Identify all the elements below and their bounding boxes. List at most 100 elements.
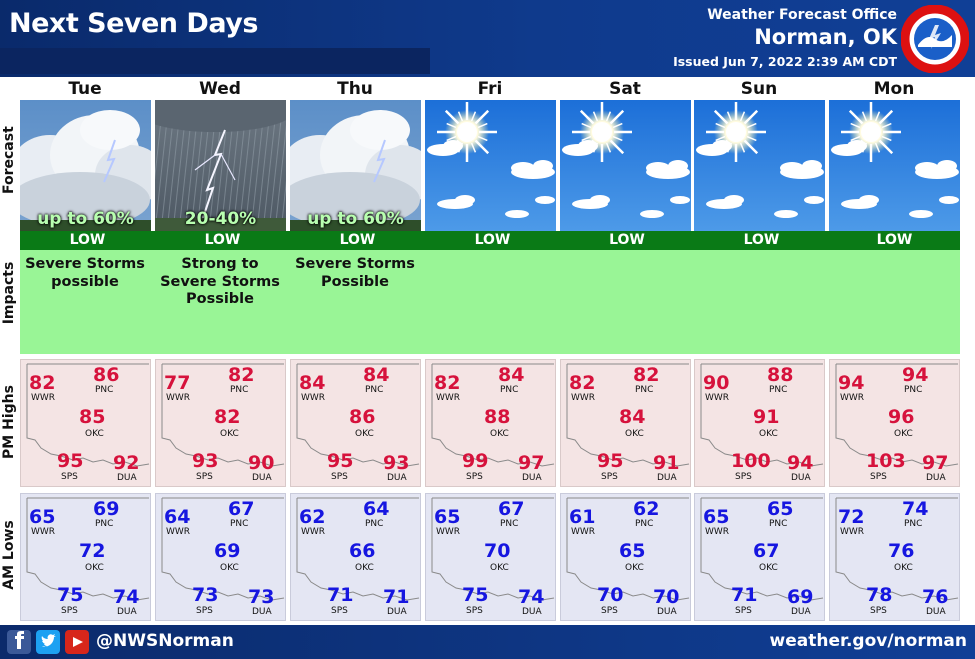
station-label-wwr: WWR bbox=[436, 393, 461, 403]
highs-map-sat: 82 WWR 82 PNC 84 OKC 95 SPS 91 DUA bbox=[560, 359, 691, 487]
station-label-wwr: WWR bbox=[166, 527, 191, 537]
temp-dua: 91 bbox=[653, 452, 680, 474]
station-label-okc: OKC bbox=[894, 429, 913, 439]
impact-area bbox=[20, 250, 960, 354]
station-label-dua: DUA bbox=[791, 473, 811, 483]
temp-sps: 100 bbox=[731, 450, 771, 472]
row-label-impacts: Impacts bbox=[1, 261, 17, 325]
sunny-icon bbox=[425, 100, 556, 231]
station-label-okc: OKC bbox=[759, 563, 778, 573]
station-label-wwr: WWR bbox=[840, 393, 865, 403]
station-label-pnc: PNC bbox=[500, 385, 519, 395]
temp-okc: 96 bbox=[888, 406, 915, 428]
temp-sps: 103 bbox=[866, 450, 906, 472]
temp-pnc: 82 bbox=[228, 364, 255, 386]
temp-pnc: 88 bbox=[767, 364, 794, 386]
youtube-icon[interactable] bbox=[65, 630, 89, 654]
website-link[interactable]: weather.gov/norman bbox=[769, 631, 967, 651]
temp-sps: 93 bbox=[192, 450, 219, 472]
station-label-sps: SPS bbox=[870, 472, 887, 482]
precip-chance: up to 60% bbox=[37, 209, 134, 229]
day-label-mon: Mon bbox=[873, 79, 915, 99]
station-label-okc: OKC bbox=[355, 429, 374, 439]
station-label-sps: SPS bbox=[196, 472, 213, 482]
temp-sps: 73 bbox=[192, 584, 219, 606]
lows-map-thu: 62 WWR 64 PNC 66 OKC 71 SPS 71 DUA bbox=[290, 493, 421, 621]
highs-map-wed: 77 WWR 82 PNC 82 OKC 93 SPS 90 DUA bbox=[155, 359, 286, 487]
temp-okc: 91 bbox=[753, 406, 780, 428]
footer-banner: @NWSNorman weather.gov/norman bbox=[0, 625, 975, 659]
temp-dua: 70 bbox=[653, 586, 680, 608]
temp-dua: 76 bbox=[922, 586, 949, 608]
station-label-okc: OKC bbox=[85, 563, 104, 573]
office-city: Norman, OK bbox=[754, 25, 897, 49]
temp-okc: 67 bbox=[753, 540, 780, 562]
twitter-handle[interactable]: @NWSNorman bbox=[96, 631, 234, 651]
temp-wwr: 77 bbox=[164, 372, 191, 394]
temp-dua: 74 bbox=[518, 586, 545, 608]
issued-time: Issued Jun 7, 2022 2:39 AM CDT bbox=[673, 54, 897, 69]
facebook-icon[interactable] bbox=[7, 630, 31, 654]
station-label-sps: SPS bbox=[601, 606, 618, 616]
temp-okc: 84 bbox=[619, 406, 646, 428]
station-label-sps: SPS bbox=[331, 472, 348, 482]
temp-okc: 72 bbox=[79, 540, 106, 562]
temp-dua: 73 bbox=[248, 586, 275, 608]
office-name: Weather Forecast Office bbox=[707, 7, 897, 23]
temp-pnc: 67 bbox=[498, 498, 525, 520]
sunny-icon bbox=[694, 100, 825, 231]
lows-map-wed: 64 WWR 67 PNC 69 OKC 73 SPS 73 DUA bbox=[155, 493, 286, 621]
station-label-sps: SPS bbox=[601, 472, 618, 482]
highs-map-sun: 90 WWR 88 PNC 91 OKC 100 SPS 94 DUA bbox=[694, 359, 825, 487]
day-label-fri: Fri bbox=[477, 79, 503, 99]
temp-pnc: 65 bbox=[767, 498, 794, 520]
station-label-pnc: PNC bbox=[230, 385, 249, 395]
social-icons bbox=[7, 630, 89, 654]
highs-map-thu: 84 WWR 84 PNC 86 OKC 95 SPS 93 DUA bbox=[290, 359, 421, 487]
station-label-wwr: WWR bbox=[840, 527, 865, 537]
temp-okc: 65 bbox=[619, 540, 646, 562]
impact-text: Severe Storms possible bbox=[25, 256, 145, 290]
precip-chance: up to 60% bbox=[307, 209, 404, 229]
temp-pnc: 82 bbox=[633, 364, 660, 386]
day-label-sun: Sun bbox=[740, 79, 778, 99]
risk-level-badge: LOW bbox=[829, 231, 960, 250]
station-label-sps: SPS bbox=[61, 606, 78, 616]
temp-wwr: 65 bbox=[703, 506, 730, 528]
risk-level-badge: LOW bbox=[290, 231, 425, 250]
station-label-wwr: WWR bbox=[571, 527, 596, 537]
temp-wwr: 94 bbox=[838, 372, 865, 394]
temp-wwr: 84 bbox=[299, 372, 326, 394]
station-label-dua: DUA bbox=[791, 607, 811, 617]
station-label-sps: SPS bbox=[870, 606, 887, 616]
temp-wwr: 82 bbox=[434, 372, 461, 394]
temp-okc: 69 bbox=[214, 540, 241, 562]
station-label-pnc: PNC bbox=[230, 519, 249, 529]
temp-sps: 75 bbox=[57, 584, 84, 606]
risk-level-badge: LOW bbox=[425, 231, 560, 250]
row-label-forecast: Forecast bbox=[1, 126, 17, 194]
lows-map-tue: 65 WWR 69 PNC 72 OKC 75 SPS 74 DUA bbox=[20, 493, 151, 621]
twitter-icon[interactable] bbox=[36, 630, 60, 654]
temp-pnc: 86 bbox=[93, 364, 120, 386]
temp-pnc: 84 bbox=[363, 364, 390, 386]
station-label-pnc: PNC bbox=[769, 385, 788, 395]
temp-pnc: 74 bbox=[902, 498, 929, 520]
station-label-pnc: PNC bbox=[365, 385, 384, 395]
station-label-pnc: PNC bbox=[365, 519, 384, 529]
day-label-sat: Sat bbox=[609, 79, 641, 99]
station-label-wwr: WWR bbox=[705, 527, 730, 537]
station-label-okc: OKC bbox=[355, 563, 374, 573]
station-label-sps: SPS bbox=[196, 606, 213, 616]
station-label-pnc: PNC bbox=[904, 385, 923, 395]
station-label-sps: SPS bbox=[466, 606, 483, 616]
temp-dua: 74 bbox=[113, 586, 140, 608]
station-label-dua: DUA bbox=[657, 473, 677, 483]
station-label-sps: SPS bbox=[735, 606, 752, 616]
temp-wwr: 61 bbox=[569, 506, 596, 528]
temp-dua: 71 bbox=[383, 586, 410, 608]
station-label-wwr: WWR bbox=[705, 393, 730, 403]
temp-okc: 66 bbox=[349, 540, 376, 562]
station-label-sps: SPS bbox=[735, 472, 752, 482]
sunny-icon bbox=[560, 100, 691, 231]
